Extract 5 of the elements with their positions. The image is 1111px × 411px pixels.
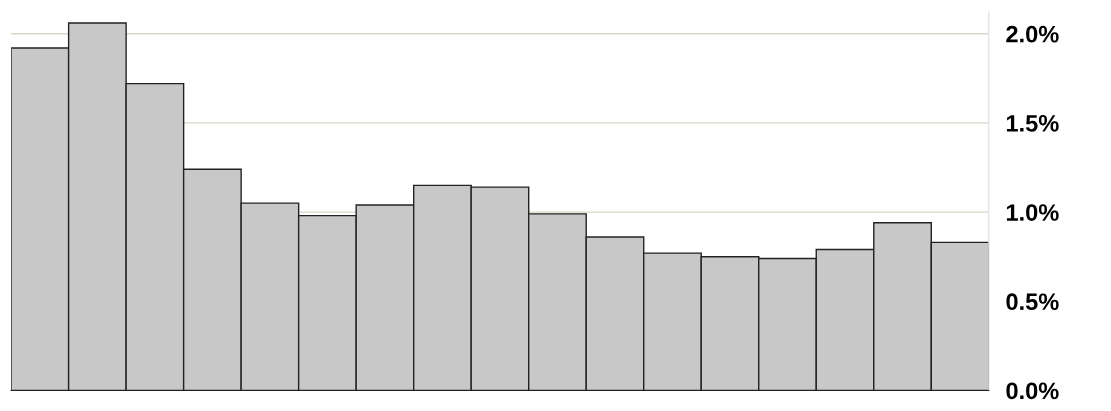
y-tick-label: 0.0% bbox=[1006, 382, 1059, 400]
y-tick-label: 1.0% bbox=[1006, 204, 1059, 221]
y-tick-label: 2.0% bbox=[1006, 25, 1059, 43]
y-tick-label: 0.5% bbox=[1006, 293, 1059, 311]
y-tick-label: 1.5% bbox=[1006, 115, 1059, 132]
